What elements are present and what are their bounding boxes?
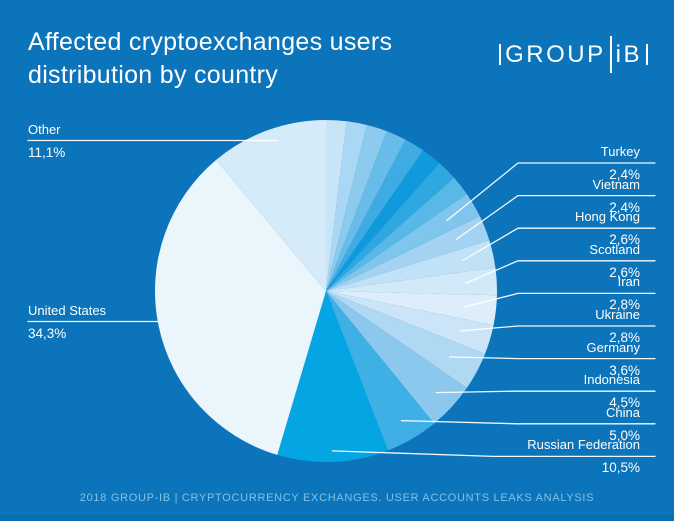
slice-label-russian-federation: Russian Federation (527, 437, 640, 453)
slice-pct-other: 11,1% (28, 144, 66, 160)
pie-slice-small-1 (326, 121, 367, 291)
leader-line-germany (448, 356, 656, 360)
pie-slice-germany (326, 291, 485, 388)
slice-pct-scotland: 2,6% (609, 264, 640, 280)
slice-label-indonesia: Indonesia (583, 372, 640, 388)
pie-slice-turkey (326, 194, 480, 291)
leader-line-hong-kong (461, 227, 656, 262)
slice-pct-vietnam: 2,4% (609, 199, 640, 215)
slice-label-other: Other (28, 121, 61, 137)
slice-pct-germany: 3,6% (609, 362, 640, 378)
pie-slice-small-7 (326, 177, 467, 291)
pie-slice-small-5 (326, 150, 440, 291)
slice-pct-russian-federation: 10,5% (601, 460, 640, 476)
logo-bar-left (499, 44, 502, 65)
slice-pct-iran: 2,8% (609, 297, 640, 313)
pie-slice-small-0 (326, 120, 347, 291)
leader-line-ukraine (459, 325, 656, 332)
pie-slice-small-2 (326, 124, 387, 291)
pie-slice-small-4 (326, 139, 424, 291)
logo-word-group: GROUP (505, 40, 606, 68)
pie-slice-scotland (326, 267, 498, 296)
leader-line-iran (464, 292, 656, 308)
slice-label-vietnam: Vietnam (592, 176, 640, 192)
pie-slice-ukraine (326, 291, 494, 354)
leader-line-vietnam (455, 194, 656, 241)
slice-pct-china: 5,0% (609, 427, 640, 443)
slice-label-germany: Germany (586, 339, 640, 355)
pie-slice-small-3 (326, 131, 406, 291)
bottom-strip (0, 515, 674, 521)
logo-word-ib: iB (615, 40, 642, 68)
pie-slice-iran (326, 291, 497, 326)
pie-slice-vietnam (326, 216, 490, 291)
pie-slice-indonesia (326, 291, 467, 424)
pie-slice-hong-kong (326, 240, 496, 291)
logo-bar-middle (609, 36, 612, 73)
leader-line-china (400, 419, 656, 425)
pie-slice-small-6 (326, 163, 455, 291)
page-title: Affected cryptoexchanges users distribut… (28, 26, 392, 92)
slice-pct-united-states: 34,3% (28, 325, 67, 341)
pie-slice-russian-federation (277, 291, 388, 463)
leader-line-scotland (465, 260, 656, 284)
leader-line-indonesia (435, 390, 656, 394)
page-title-line1: Affected cryptoexchanges users (28, 28, 393, 56)
pie-slice-other (216, 119, 326, 291)
footer-credit: 2018 GROUP-IB | CRYPTOCURRENCY EXCHANGES… (79, 492, 595, 504)
leader-line-turkey (446, 162, 656, 222)
slice-label-iran: Iran (617, 274, 640, 290)
slice-label-hong-kong: Hong Kong (574, 209, 640, 225)
slice-label-united-states: United States (28, 302, 107, 318)
page-title-line2: distribution by country (28, 61, 279, 89)
slice-label-china: China (606, 404, 640, 420)
leader-line-russian-federation (331, 450, 656, 458)
slice-pct-hong-kong: 2,6% (609, 232, 640, 248)
slice-pct-indonesia: 4,5% (609, 395, 640, 411)
slice-label-ukraine: Ukraine (595, 307, 640, 322)
slice-label-scotland: Scotland (589, 241, 640, 257)
logo-bar-right (646, 44, 648, 65)
groupib-logo: GROUP iB (495, 36, 652, 73)
pie-slice-china (326, 291, 435, 451)
pie-slice-united-states (154, 159, 326, 455)
slice-pct-turkey: 2,4% (609, 167, 640, 182)
slice-pct-ukraine: 2,8% (609, 330, 640, 345)
slice-label-turkey: Turkey (600, 144, 640, 159)
